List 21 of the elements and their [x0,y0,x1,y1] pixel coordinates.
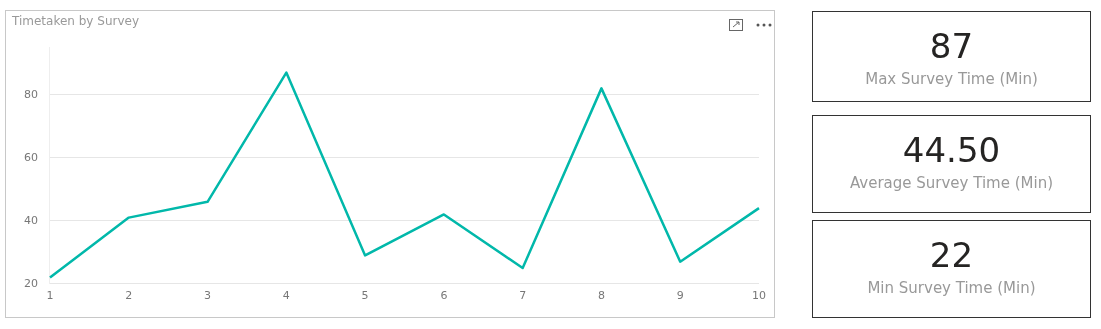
x-tick-label: 6 [440,289,448,303]
text: Average Survey Time (Min) [848,174,1055,192]
x-tick-label: 4 [282,289,290,303]
x-tick-label: 3 [204,289,212,303]
x-tick-label: 1 [46,289,54,303]
x-tick-label: 2 [125,289,133,303]
x-tick-label: 9 [676,289,684,303]
y-tick-label: 60 [24,150,38,164]
x-tick-label: 5 [361,289,369,303]
text: 22 [928,235,975,275]
x-tick-label: 7 [519,289,527,303]
y-tick-label: 80 [24,87,38,101]
x-tick-label: 8 [597,289,605,303]
chart-title: Timetaken by Survey [11,14,140,29]
y-tick-label: 40 [24,213,38,227]
text: 87 [928,26,975,66]
text: Max Survey Time (Min) [864,70,1039,88]
y-tick-label: 20 [24,276,38,290]
text: 44.50 [901,130,1002,170]
text: Min Survey Time (Min) [866,279,1037,297]
x-tick-label: 10 [752,289,766,303]
